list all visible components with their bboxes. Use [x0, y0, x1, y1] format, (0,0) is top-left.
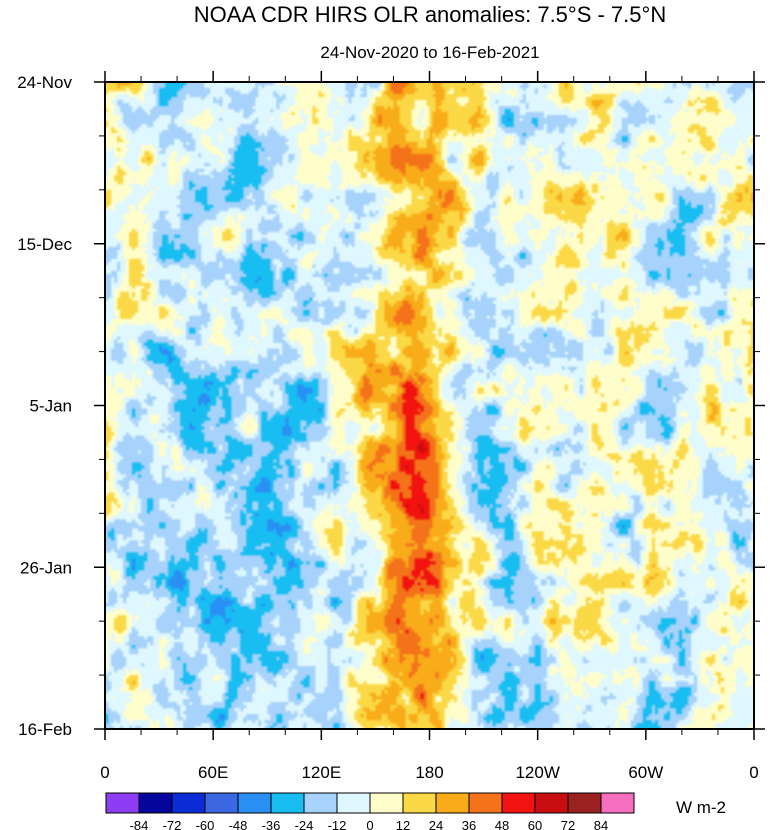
y-tick-label: 26-Jan — [20, 558, 72, 577]
colorbar-swatch — [105, 792, 140, 814]
colorbar-level-label: -60 — [196, 818, 215, 830]
anomaly-field — [105, 82, 754, 729]
colorbar-swatch — [501, 792, 536, 814]
x-tick-label: 120E — [301, 763, 341, 782]
colorbar-level-label: 60 — [528, 818, 542, 830]
colorbar-swatch — [534, 792, 569, 814]
colorbar-level-label: 12 — [396, 818, 410, 830]
x-tick-label: 60W — [628, 763, 663, 782]
colorbar-level-label: 48 — [495, 818, 509, 830]
colorbar-swatch — [468, 792, 503, 814]
colorbar-swatch — [369, 792, 404, 814]
colorbar-level-label: 36 — [462, 818, 476, 830]
chart-title: NOAA CDR HIRS OLR anomalies: 7.5°S - 7.5… — [194, 2, 666, 27]
colorbar-units: W m-2 — [676, 798, 726, 817]
x-tick-label: 180 — [415, 763, 443, 782]
colorbar-swatch — [204, 792, 239, 814]
colorbar-level-label: 84 — [594, 818, 608, 830]
colorbar-swatch — [237, 792, 272, 814]
colorbar-swatch — [270, 792, 305, 814]
colorbar: -84 -72 -60 -48 -36 -24 -12 0 12 24 36 48 60 72 84 — [105, 792, 635, 830]
x-tick-label: 120W — [515, 763, 559, 782]
plot-area — [104, 81, 755, 730]
x-axis: 0 60E 120E 180 120W 60W 0 — [100, 71, 759, 782]
colorbar-swatch — [336, 792, 371, 814]
colorbar-swatch — [402, 792, 437, 814]
x-tick-label: 0 — [749, 763, 758, 782]
x-tick-label: 0 — [100, 763, 109, 782]
colorbar-level-label: -12 — [328, 818, 347, 830]
colorbar-level-label: -72 — [163, 818, 182, 830]
colorbar-swatch — [303, 792, 338, 814]
x-tick-label: 60E — [198, 763, 228, 782]
colorbar-swatch — [171, 792, 206, 814]
y-axis: 24-Nov 15-Dec 5-Jan 26-Jan 16-Feb — [17, 73, 765, 739]
colorbar-level-label: 72 — [561, 818, 575, 830]
chart-subtitle: 24-Nov-2020 to 16-Feb-2021 — [320, 43, 539, 62]
colorbar-level-label: 24 — [429, 818, 443, 830]
colorbar-level-label: -24 — [295, 818, 314, 830]
y-tick-label: 5-Jan — [29, 397, 72, 416]
colorbar-level-label: 0 — [366, 818, 373, 830]
colorbar-level-label: -48 — [229, 818, 248, 830]
y-tick-label: 24-Nov — [17, 73, 72, 92]
colorbar-swatch — [138, 792, 173, 814]
colorbar-swatch — [567, 792, 602, 814]
colorbar-swatch — [435, 792, 470, 814]
y-tick-label: 16-Feb — [18, 720, 72, 739]
colorbar-level-label: -36 — [262, 818, 281, 830]
colorbar-level-label: -84 — [130, 818, 149, 830]
colorbar-swatch — [600, 792, 635, 814]
y-tick-label: 15-Dec — [17, 235, 72, 254]
